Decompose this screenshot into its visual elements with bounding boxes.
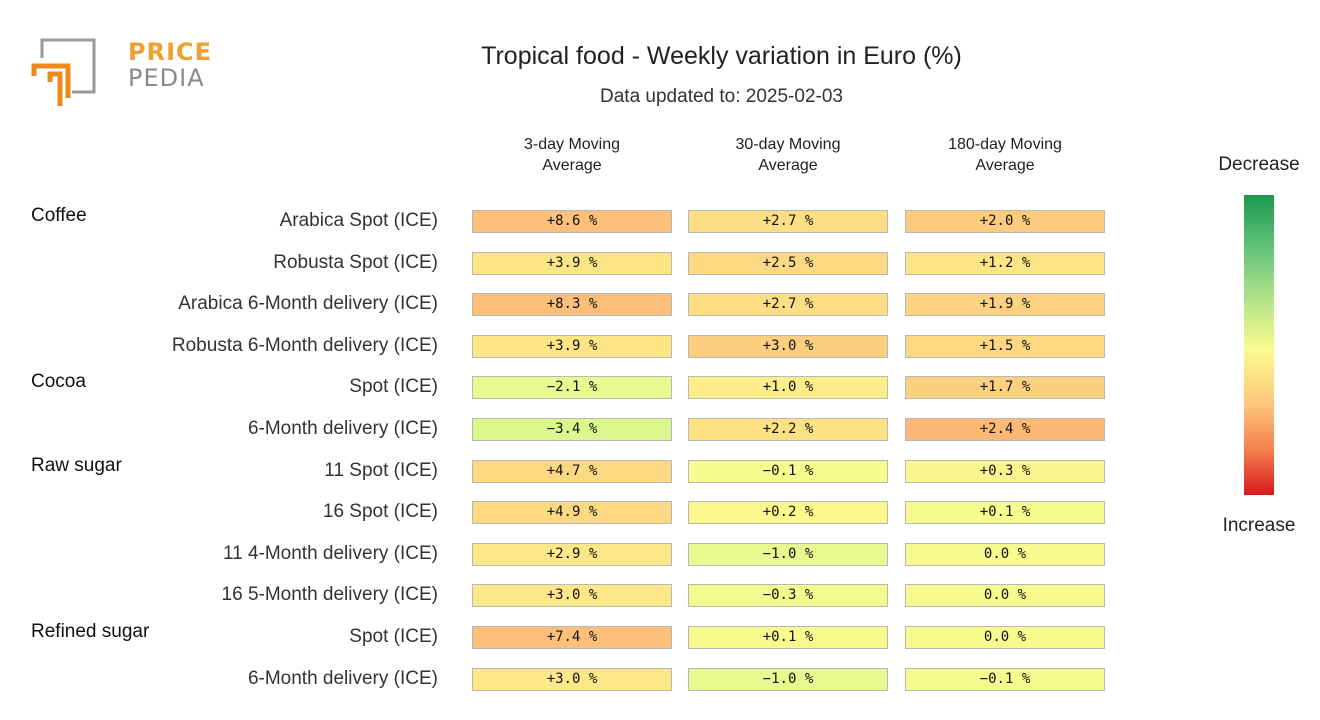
row-label: 11 Spot (ICE) xyxy=(324,459,438,481)
column-header: 3-day Moving Average xyxy=(471,134,673,176)
heatmap-cell: +2.4 % xyxy=(905,418,1105,441)
heatmap-cell: +0.2 % xyxy=(688,501,888,525)
heatmap-cell: +8.6 % xyxy=(472,210,672,233)
heatmap-cell: +2.7 % xyxy=(688,210,888,233)
logo-mark-icon xyxy=(31,38,96,106)
heatmap-cell: +3.0 % xyxy=(688,334,888,358)
heatmap-cell: −1.0 % xyxy=(688,542,888,566)
heatmap-cell: +7.4 % xyxy=(472,626,672,649)
column-header-line: Average xyxy=(975,157,1035,174)
heatmap-cell: +0.1 % xyxy=(688,626,888,649)
heatmap-cell: −0.1 % xyxy=(905,667,1105,691)
heatmap-cell: +2.2 % xyxy=(688,418,888,441)
row-label: 6-Month delivery (ICE) xyxy=(247,667,438,689)
row-label: Robusta 6-Month delivery (ICE) xyxy=(171,334,438,356)
row-label: 16 5-Month delivery (ICE) xyxy=(221,584,438,606)
row-label: 11 4-Month delivery (ICE) xyxy=(222,542,438,564)
pricepedia-logo: PRICE PEDIA xyxy=(28,36,211,112)
heatmap-cell: +0.3 % xyxy=(905,459,1105,483)
heatmap-cell: 0.0 % xyxy=(905,584,1105,608)
column-header-line: 30-day Moving xyxy=(735,136,841,153)
column-header-line: Average xyxy=(758,157,818,174)
heatmap-cell: +4.7 % xyxy=(472,459,672,483)
heatmap-cell: 0.0 % xyxy=(905,626,1105,649)
heatmap-cell: −3.4 % xyxy=(472,418,672,441)
group-label: Cocoa xyxy=(31,371,86,393)
heatmap-cell: +4.9 % xyxy=(472,501,672,525)
heatmap-cell: +1.5 % xyxy=(905,334,1105,358)
row-label: Spot (ICE) xyxy=(349,626,438,647)
row-label: Arabica 6-Month delivery (ICE) xyxy=(178,293,438,315)
heatmap-cell: +3.0 % xyxy=(472,667,672,691)
column-header-line: 180-day Moving xyxy=(948,136,1062,153)
heatmap-cell: −0.3 % xyxy=(688,584,888,608)
row-label: 16 Spot (ICE) xyxy=(322,501,438,523)
column-header: 180-day Moving Average xyxy=(904,134,1106,176)
heatmap-cell: 0.0 % xyxy=(905,542,1105,566)
column-header-line: Average xyxy=(542,157,602,174)
row-label: Arabica Spot (ICE) xyxy=(279,210,438,231)
group-label: Refined sugar xyxy=(31,621,150,642)
legend-color-scale xyxy=(1244,195,1274,495)
row-label: Spot (ICE) xyxy=(349,376,438,398)
row-label: 6-Month delivery (ICE) xyxy=(247,418,438,439)
heatmap-cell: +2.7 % xyxy=(688,293,888,317)
heatmap-cell: +1.7 % xyxy=(905,376,1105,400)
heatmap-cell: +0.1 % xyxy=(905,501,1105,525)
column-header: 30-day Moving Average xyxy=(687,134,889,176)
heatmap-cell: −1.0 % xyxy=(688,667,888,691)
chart-title: Tropical food - Weekly variation in Euro… xyxy=(481,42,962,70)
heatmap-cell: −0.1 % xyxy=(688,459,888,483)
logo-word-pedia: PEDIA xyxy=(128,64,205,92)
heatmap-cell: +1.2 % xyxy=(905,251,1105,275)
legend-decrease-label: Decrease xyxy=(1218,154,1300,175)
heatmap-cell: +3.9 % xyxy=(472,251,672,275)
logo-word-price: PRICE xyxy=(128,38,213,66)
row-label: Robusta Spot (ICE) xyxy=(273,251,438,273)
group-label: Coffee xyxy=(31,205,87,226)
heatmap-cell: +1.9 % xyxy=(905,293,1105,317)
heatmap-cell: +3.9 % xyxy=(472,334,672,358)
heatmap-cell: +1.0 % xyxy=(688,376,888,400)
heatmap-cell: +2.9 % xyxy=(472,542,672,566)
group-label: Raw sugar xyxy=(31,454,122,476)
legend-increase-label: Increase xyxy=(1222,515,1296,536)
heatmap-cell: +2.5 % xyxy=(688,251,888,275)
heatmap-cell: +8.3 % xyxy=(472,293,672,317)
heatmap-cell: +2.0 % xyxy=(905,210,1105,233)
heatmap-cell: +3.0 % xyxy=(472,584,672,608)
column-header-line: 3-day Moving xyxy=(523,136,621,153)
chart-subtitle: Data updated to: 2025-02-03 xyxy=(600,86,843,107)
heatmap-cell: −2.1 % xyxy=(472,376,672,400)
